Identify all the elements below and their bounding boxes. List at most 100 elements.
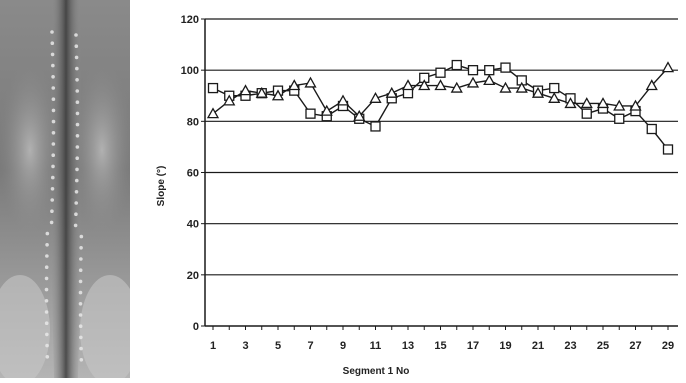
- segment-marker-dot: [44, 310, 49, 314]
- triangle-marker: [353, 109, 366, 121]
- segment-marker-dot: [51, 75, 55, 79]
- y-tick-label: 100: [181, 65, 199, 77]
- slope-line-chart: 0 20 40 60 80 100 120 1 3 5 7 9 11 13 15 17 19 21 23 25 27 2…: [130, 0, 686, 378]
- x-tick-label: 7: [307, 340, 313, 352]
- square-marker: [370, 121, 381, 132]
- segment-marker-dot: [50, 41, 55, 45]
- triangle-marker: [613, 99, 626, 111]
- x-tick-label: 3: [242, 340, 248, 352]
- y-axis-ticks: 0 20 40 60 80 100 120: [181, 14, 205, 333]
- segment-marker-dot: [44, 276, 49, 281]
- segment-marker-dot: [79, 234, 84, 239]
- x-tick-label: 29: [662, 340, 674, 352]
- square-marker: [484, 65, 495, 76]
- segment-marker-dot: [45, 332, 49, 337]
- segment-marker-dot: [75, 100, 80, 104]
- segment-marker-dot: [75, 145, 80, 149]
- triangle-marker: [385, 86, 398, 98]
- triangle-marker: [515, 81, 528, 93]
- x-tick-label: 13: [402, 340, 414, 352]
- x-tick-label: 27: [629, 340, 641, 352]
- triangle-marker: [223, 94, 236, 106]
- triangle-marker: [239, 84, 252, 96]
- y-tick-label: 60: [187, 168, 199, 180]
- triangle-marker: [401, 79, 415, 91]
- segment-marker-dot: [45, 243, 49, 247]
- triangle-marker: [271, 89, 285, 101]
- chart-gridlines: [204, 18, 678, 327]
- triangle-marker: [434, 79, 447, 91]
- triangle-marker: [499, 81, 512, 93]
- segment-marker-dot: [44, 287, 49, 292]
- segment-marker-dot: [75, 122, 80, 127]
- segment-marker-dot: [45, 254, 49, 258]
- triangle-marker: [596, 97, 610, 109]
- segment-marker-dot: [44, 299, 49, 303]
- square-marker: [646, 123, 657, 135]
- triangle-marker: [206, 107, 220, 119]
- x-tick-label: 21: [532, 340, 544, 352]
- triangle-marker: [450, 81, 463, 93]
- triangle-marker: [548, 91, 561, 103]
- triangle-marker: [304, 76, 317, 88]
- square-marker: [451, 59, 462, 71]
- triangle-marker: [466, 76, 480, 88]
- square-marker: [500, 62, 511, 73]
- segment-marker-dot: [74, 44, 79, 48]
- y-axis-label: Slope (°): [156, 166, 167, 207]
- segment-marker-dot: [74, 178, 79, 183]
- segment-marker-dot: [44, 265, 49, 270]
- segment-marker-dot: [75, 66, 79, 71]
- segment-marker-dot: [75, 89, 80, 93]
- triangle-marker: [336, 94, 350, 106]
- segment-marker-dot: [51, 142, 56, 146]
- segment-marker-dot: [78, 290, 83, 295]
- segment-marker-dot: [50, 30, 54, 34]
- square-marker: [467, 65, 479, 76]
- segment-marker-dot: [50, 187, 55, 191]
- square-marker: [662, 144, 674, 155]
- segment-marker-dot: [50, 175, 55, 180]
- segment-marker-dot: [75, 111, 80, 116]
- segment-marker-dot: [49, 220, 54, 225]
- x-tick-label: 19: [499, 340, 511, 352]
- square-marker: [435, 67, 446, 78]
- x-tick-label: 1: [210, 340, 216, 352]
- chart-markers: [206, 59, 675, 155]
- segment-marker-dot: [51, 131, 56, 135]
- segment-marker-dot: [51, 63, 55, 68]
- triangle-marker: [369, 91, 382, 103]
- triangle-marker: [288, 79, 301, 91]
- segment-marker-dot: [51, 86, 56, 90]
- segment-marker-dot: [79, 257, 83, 261]
- x-tick-label: 15: [434, 340, 446, 352]
- segment-marker-dot: [51, 119, 56, 124]
- x-tick-label: 17: [467, 340, 479, 352]
- segment-marker-dot: [78, 313, 83, 317]
- y-tick-label: 120: [181, 14, 199, 26]
- segment-marker-dot: [78, 302, 83, 306]
- segment-marker-dot: [78, 268, 83, 273]
- segment-marker-dot: [74, 33, 78, 37]
- x-tick-label: 5: [275, 340, 281, 352]
- segment-marker-dot: [74, 212, 78, 216]
- square-marker: [207, 82, 219, 94]
- segment-marker-dot: [75, 134, 80, 138]
- triangle-marker: [564, 97, 577, 109]
- y-tick-label: 80: [187, 116, 199, 128]
- segment-markers: [44, 30, 84, 362]
- segment-marker-dot: [50, 52, 55, 57]
- x-tick-label: 25: [597, 340, 609, 352]
- segment-marker-dot: [50, 198, 55, 202]
- x-axis-ticks: 1 3 5 7 9 11 13 15 17 19 21 23 25 27 29: [210, 326, 674, 352]
- segment-marker-dot: [51, 164, 55, 169]
- square-marker: [581, 108, 592, 119]
- segment-marker-dot: [45, 343, 49, 348]
- segment-marker-dot: [45, 355, 50, 359]
- triangle-marker: [645, 79, 658, 91]
- segment-marker-dot: [51, 153, 56, 157]
- segment-marker-dot: [78, 324, 83, 329]
- square-marker: [614, 113, 625, 124]
- triangle-marker: [418, 79, 431, 91]
- triangle-marker: [580, 97, 593, 109]
